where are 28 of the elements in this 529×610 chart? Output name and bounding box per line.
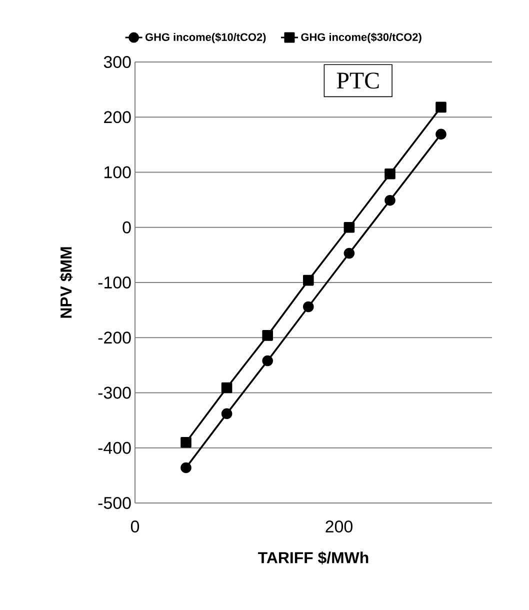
point (384, 194, 396, 206)
point (344, 222, 355, 233)
point (436, 128, 446, 140)
y-tick-label: -100 (98, 276, 131, 288)
point (221, 408, 232, 420)
point (180, 462, 192, 474)
x-axis-title: TARIFF $/MWh (258, 551, 368, 564)
y-tick-label: 300 (104, 56, 131, 68)
point (303, 274, 314, 286)
point (221, 382, 232, 394)
annotation: PTC (336, 72, 379, 89)
point (262, 355, 273, 366)
point (180, 436, 192, 448)
y-tick-label: -400 (98, 442, 131, 454)
y-tick-label: -200 (98, 332, 131, 344)
point (384, 168, 396, 180)
point (262, 330, 273, 341)
y-tick-label: -500 (98, 496, 131, 509)
y-axis-title: NPV $MM (60, 247, 73, 318)
y-tick-label: 100 (104, 166, 131, 178)
legend-label: GHG income($30/tCO2) (301, 32, 422, 44)
point (436, 102, 446, 113)
y-tick-label: 200 (104, 111, 131, 124)
y-tick-label: 0 (122, 221, 131, 234)
y-tick-label: -300 (98, 386, 131, 399)
legend-label: GHG income($10/tCO2) (146, 32, 266, 44)
point (303, 301, 314, 312)
point (344, 248, 355, 259)
